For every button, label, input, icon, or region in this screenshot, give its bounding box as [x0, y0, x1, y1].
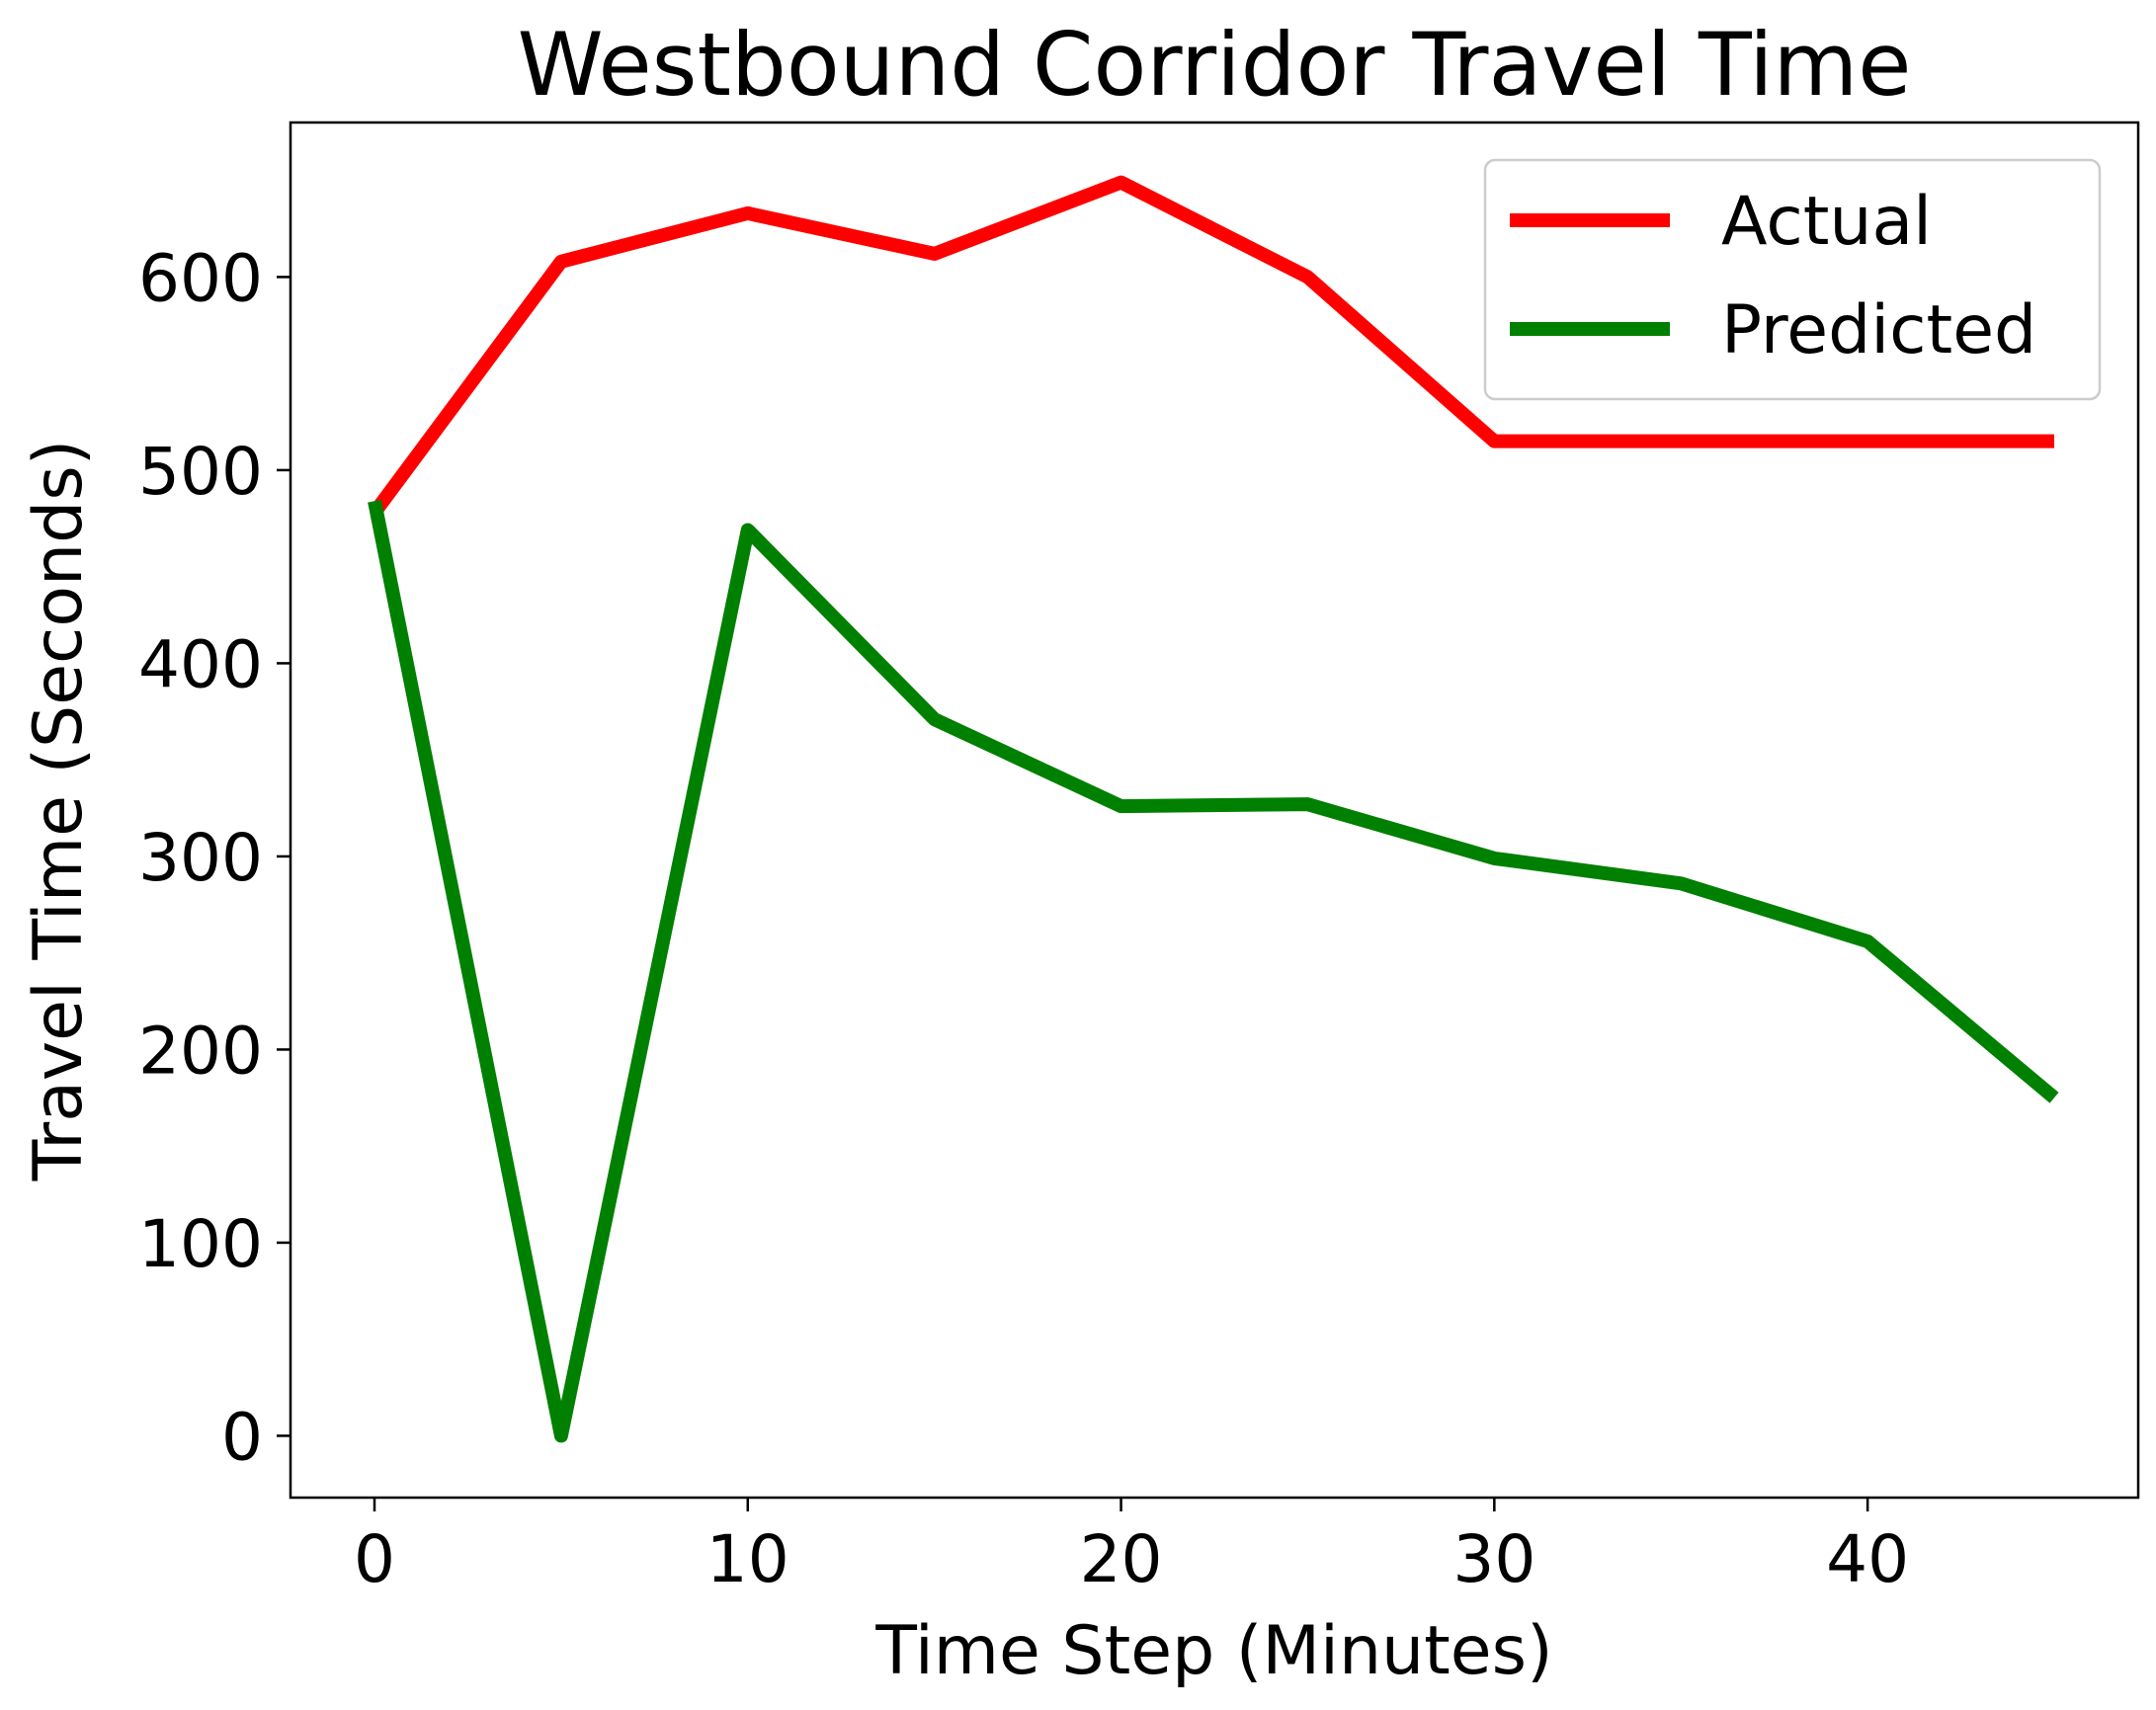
- y-tick-label: 400: [138, 626, 263, 702]
- chart-title: Westbound Corridor Travel Time: [518, 14, 1912, 116]
- y-tick-label: 200: [138, 1013, 263, 1089]
- series-line-predicted: [368, 499, 2059, 1443]
- legend-label-predicted: Predicted: [1721, 291, 2036, 369]
- x-tick-label: 20: [1080, 1521, 1163, 1597]
- y-tick-label: 300: [138, 820, 263, 896]
- y-axis-ticks: 0 100 200 300 400 500 600: [138, 240, 290, 1475]
- x-tick-label: 10: [706, 1521, 789, 1597]
- plot-area: 0 10 20 30 40 0 100 200 300 400 500 600: [138, 121, 2140, 1597]
- y-tick-label: 500: [138, 434, 263, 510]
- legend: Actual Predicted: [1483, 158, 2102, 401]
- series-layer: [368, 175, 2059, 1443]
- x-tick-label: 30: [1452, 1521, 1535, 1597]
- y-axis-label: Travel Time (Seconds): [20, 440, 98, 1182]
- y-tick-label: 100: [138, 1206, 263, 1282]
- plot-frame: [289, 121, 2140, 1500]
- x-axis-ticks: 0 10 20 30 40: [354, 1498, 1909, 1597]
- x-tick-label: 40: [1826, 1521, 1909, 1597]
- x-tick-label: 0: [354, 1521, 395, 1597]
- y-tick-label: 0: [221, 1399, 263, 1475]
- x-axis-label: Time Step (Minutes): [874, 1612, 1552, 1690]
- y-tick-label: 600: [138, 240, 263, 316]
- series-line-actual: [369, 175, 2054, 518]
- legend-label-actual: Actual: [1721, 183, 1932, 261]
